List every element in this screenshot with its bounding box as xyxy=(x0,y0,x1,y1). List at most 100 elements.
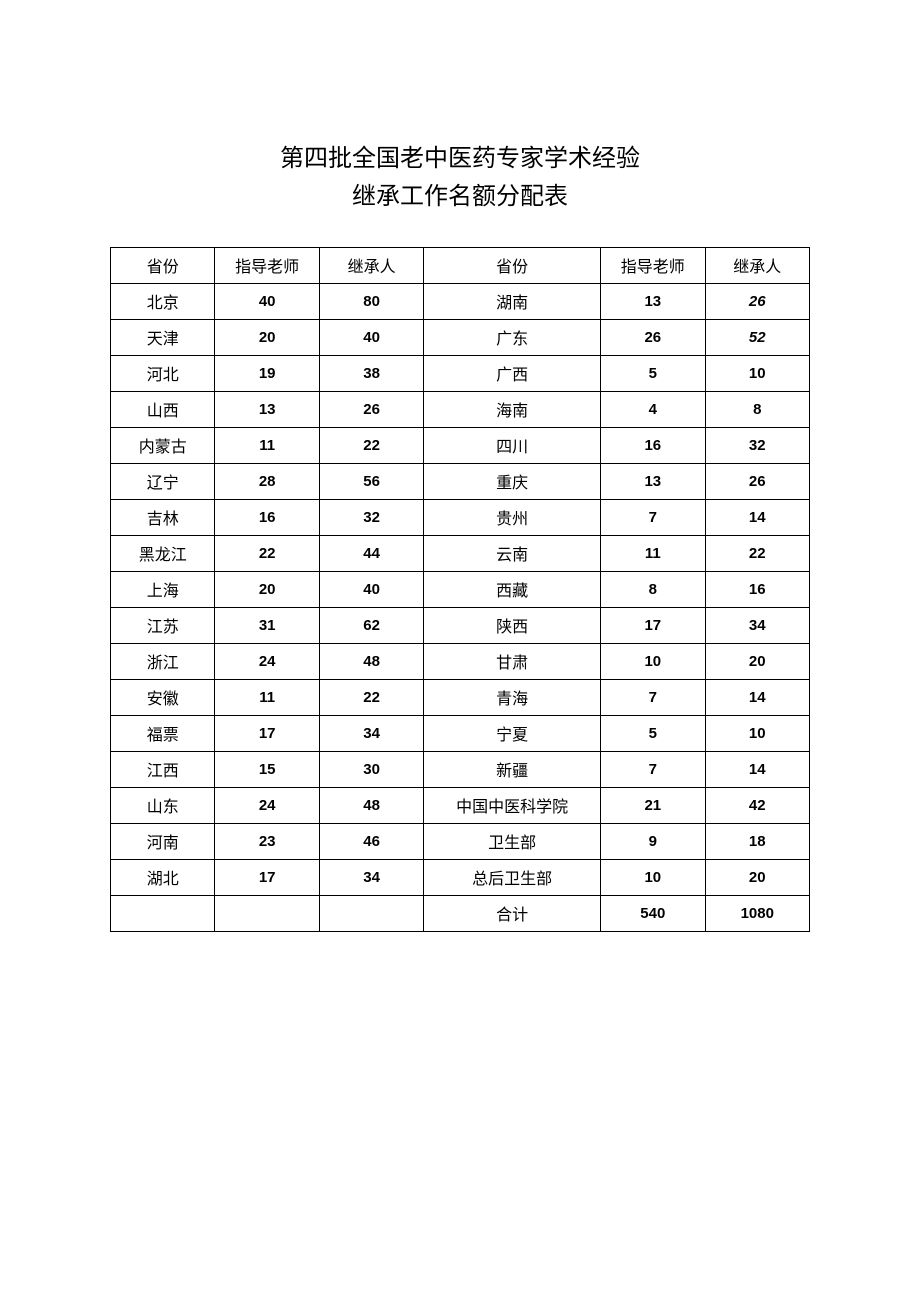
cell-province-2: 中国中医科学院 xyxy=(424,787,601,823)
cell-province-2: 合计 xyxy=(424,895,601,931)
cell-province-1: 黑龙江 xyxy=(111,535,215,571)
header-province-1: 省份 xyxy=(111,247,215,283)
cell-advisor-2: 13 xyxy=(601,283,705,319)
cell-successor-1: 30 xyxy=(319,751,423,787)
cell-advisor-1: 24 xyxy=(215,643,319,679)
cell-province-2: 贵州 xyxy=(424,499,601,535)
cell-province-2: 新疆 xyxy=(424,751,601,787)
cell-province-1: 湖北 xyxy=(111,859,215,895)
cell-province-2: 西藏 xyxy=(424,571,601,607)
title-line-1: 第四批全国老中医药专家学术经验 xyxy=(110,140,810,178)
cell-successor-2: 20 xyxy=(705,859,810,895)
table-row: 合计5401080 xyxy=(111,895,810,931)
cell-successor-1: 80 xyxy=(319,283,423,319)
cell-province-1: 上海 xyxy=(111,571,215,607)
cell-successor-1: 40 xyxy=(319,571,423,607)
cell-advisor-1: 31 xyxy=(215,607,319,643)
cell-advisor-1: 20 xyxy=(215,571,319,607)
table-row: 浙江2448甘肃1020 xyxy=(111,643,810,679)
cell-successor-1: 22 xyxy=(319,679,423,715)
cell-advisor-1: 11 xyxy=(215,427,319,463)
cell-province-1: 福票 xyxy=(111,715,215,751)
cell-province-2: 甘肃 xyxy=(424,643,601,679)
cell-province-2: 宁夏 xyxy=(424,715,601,751)
cell-successor-1: 22 xyxy=(319,427,423,463)
table-row: 天津2040广东2652 xyxy=(111,319,810,355)
cell-advisor-1: 22 xyxy=(215,535,319,571)
cell-province-1: 山西 xyxy=(111,391,215,427)
header-advisor-1: 指导老师 xyxy=(215,247,319,283)
cell-province-1: 北京 xyxy=(111,283,215,319)
cell-province-2: 陕西 xyxy=(424,607,601,643)
cell-advisor-2: 7 xyxy=(601,751,705,787)
cell-successor-2: 34 xyxy=(705,607,810,643)
cell-advisor-1: 13 xyxy=(215,391,319,427)
cell-advisor-1: 16 xyxy=(215,499,319,535)
cell-successor-1: 48 xyxy=(319,787,423,823)
cell-advisor-2: 10 xyxy=(601,859,705,895)
cell-province-1 xyxy=(111,895,215,931)
table-row: 山西1326海南48 xyxy=(111,391,810,427)
cell-advisor-2: 5 xyxy=(601,715,705,751)
cell-advisor-2: 7 xyxy=(601,679,705,715)
table-row: 河南2346卫生部918 xyxy=(111,823,810,859)
cell-province-2: 广西 xyxy=(424,355,601,391)
cell-advisor-1: 24 xyxy=(215,787,319,823)
cell-province-2: 云南 xyxy=(424,535,601,571)
cell-successor-1: 40 xyxy=(319,319,423,355)
table-row: 河北1938广西510 xyxy=(111,355,810,391)
cell-successor-1: 48 xyxy=(319,643,423,679)
table-row: 山东2448中国中医科学院2142 xyxy=(111,787,810,823)
cell-advisor-2: 26 xyxy=(601,319,705,355)
table-row: 上海2040西藏816 xyxy=(111,571,810,607)
cell-successor-2: 8 xyxy=(705,391,810,427)
table-row: 湖北1734总后卫生部1020 xyxy=(111,859,810,895)
cell-advisor-1 xyxy=(215,895,319,931)
cell-successor-1: 34 xyxy=(319,859,423,895)
cell-advisor-1: 11 xyxy=(215,679,319,715)
cell-province-1: 安徽 xyxy=(111,679,215,715)
cell-province-1: 吉林 xyxy=(111,499,215,535)
cell-province-1: 河北 xyxy=(111,355,215,391)
cell-province-1: 内蒙古 xyxy=(111,427,215,463)
cell-successor-2: 14 xyxy=(705,751,810,787)
cell-advisor-1: 28 xyxy=(215,463,319,499)
title-line-2: 继承工作名额分配表 xyxy=(110,178,810,216)
cell-successor-2: 32 xyxy=(705,427,810,463)
cell-province-2: 广东 xyxy=(424,319,601,355)
cell-successor-2: 26 xyxy=(705,463,810,499)
cell-successor-1: 38 xyxy=(319,355,423,391)
cell-advisor-2: 9 xyxy=(601,823,705,859)
cell-advisor-2: 17 xyxy=(601,607,705,643)
cell-successor-2: 20 xyxy=(705,643,810,679)
cell-advisor-2: 11 xyxy=(601,535,705,571)
cell-advisor-2: 7 xyxy=(601,499,705,535)
table-row: 福票1734宁夏510 xyxy=(111,715,810,751)
cell-successor-1: 62 xyxy=(319,607,423,643)
cell-advisor-2: 4 xyxy=(601,391,705,427)
cell-advisor-1: 15 xyxy=(215,751,319,787)
table-row: 辽宁2856重庆1326 xyxy=(111,463,810,499)
table-header-row: 省份指导老师继承人省份指导老师继承人 xyxy=(111,247,810,283)
header-successor-1: 继承人 xyxy=(319,247,423,283)
cell-advisor-2: 5 xyxy=(601,355,705,391)
header-successor-2: 继承人 xyxy=(705,247,810,283)
cell-advisor-2: 13 xyxy=(601,463,705,499)
cell-successor-2: 42 xyxy=(705,787,810,823)
cell-advisor-2: 10 xyxy=(601,643,705,679)
table-body: 省份指导老师继承人省份指导老师继承人北京4080湖南1326天津2040广东26… xyxy=(111,247,810,931)
quota-table: 省份指导老师继承人省份指导老师继承人北京4080湖南1326天津2040广东26… xyxy=(110,247,810,932)
cell-province-2: 总后卫生部 xyxy=(424,859,601,895)
header-advisor-2: 指导老师 xyxy=(601,247,705,283)
cell-successor-2: 14 xyxy=(705,679,810,715)
header-province-2: 省份 xyxy=(424,247,601,283)
table-row: 内蒙古1122四川1632 xyxy=(111,427,810,463)
cell-province-2: 海南 xyxy=(424,391,601,427)
table-row: 江苏3162陕西1734 xyxy=(111,607,810,643)
cell-province-2: 卫生部 xyxy=(424,823,601,859)
cell-successor-2: 26 xyxy=(705,283,810,319)
cell-successor-1: 44 xyxy=(319,535,423,571)
table-row: 安徽1122青海714 xyxy=(111,679,810,715)
cell-advisor-1: 17 xyxy=(215,859,319,895)
cell-province-1: 山东 xyxy=(111,787,215,823)
